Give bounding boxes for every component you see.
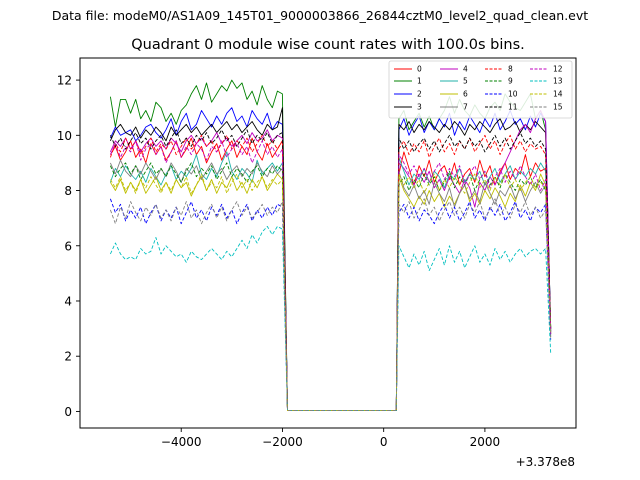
legend-label-7: 7 bbox=[463, 103, 468, 112]
series-line-13 bbox=[109, 225, 552, 412]
y-tick-label: 4 bbox=[64, 294, 72, 308]
y-tick-label: 0 bbox=[64, 405, 72, 419]
legend-label-6: 6 bbox=[463, 90, 468, 99]
plot-frame bbox=[79, 57, 577, 429]
series-line-11 bbox=[109, 129, 552, 412]
x-axis: −4000 −2000 0 2000 bbox=[161, 428, 500, 449]
series-line-5 bbox=[109, 151, 552, 412]
legend-frame bbox=[388, 60, 573, 119]
x-tick-label: −2000 bbox=[262, 435, 303, 449]
legend-label-15: 15 bbox=[553, 103, 563, 112]
legend-label-13: 13 bbox=[553, 77, 563, 86]
figure-suptitle: Data file: modeM0/AS1A09_145T01_90000038… bbox=[52, 8, 588, 23]
legend-label-0: 0 bbox=[417, 65, 422, 74]
x-tick-label: 0 bbox=[380, 435, 388, 449]
series-line-14 bbox=[110, 173, 552, 412]
legend-label-12: 12 bbox=[553, 65, 563, 74]
legend-label-14: 14 bbox=[553, 90, 563, 99]
x-tick-label: 2000 bbox=[470, 435, 501, 449]
series-line-15 bbox=[109, 198, 552, 412]
y-tick-label: 10 bbox=[57, 129, 72, 143]
series-line-8 bbox=[109, 134, 552, 412]
legend-label-9: 9 bbox=[508, 77, 513, 86]
series-layer bbox=[109, 79, 552, 412]
x-tick-label: −4000 bbox=[161, 435, 202, 449]
legend-label-11: 11 bbox=[508, 103, 518, 112]
legend-label-8: 8 bbox=[508, 65, 513, 74]
legend-label-3: 3 bbox=[417, 103, 422, 112]
y-tick-label: 6 bbox=[64, 239, 72, 253]
legend-label-10: 10 bbox=[508, 90, 518, 99]
legend-label-5: 5 bbox=[463, 77, 468, 86]
legend-label-1: 1 bbox=[417, 77, 422, 86]
axes-title: Quadrant 0 module wise count rates with … bbox=[131, 37, 525, 53]
y-tick-label: 8 bbox=[64, 184, 72, 198]
series-line-3 bbox=[109, 107, 552, 412]
legend-label-4: 4 bbox=[463, 65, 468, 74]
legend-label-2: 2 bbox=[417, 90, 422, 99]
x-offset-label: +3.378e8 bbox=[516, 455, 575, 469]
y-axis: 0 2 4 6 8 10 12 bbox=[57, 74, 80, 419]
series-line-0 bbox=[110, 137, 552, 412]
y-tick-label: 2 bbox=[64, 350, 72, 364]
y-tick-label: 12 bbox=[57, 74, 72, 88]
